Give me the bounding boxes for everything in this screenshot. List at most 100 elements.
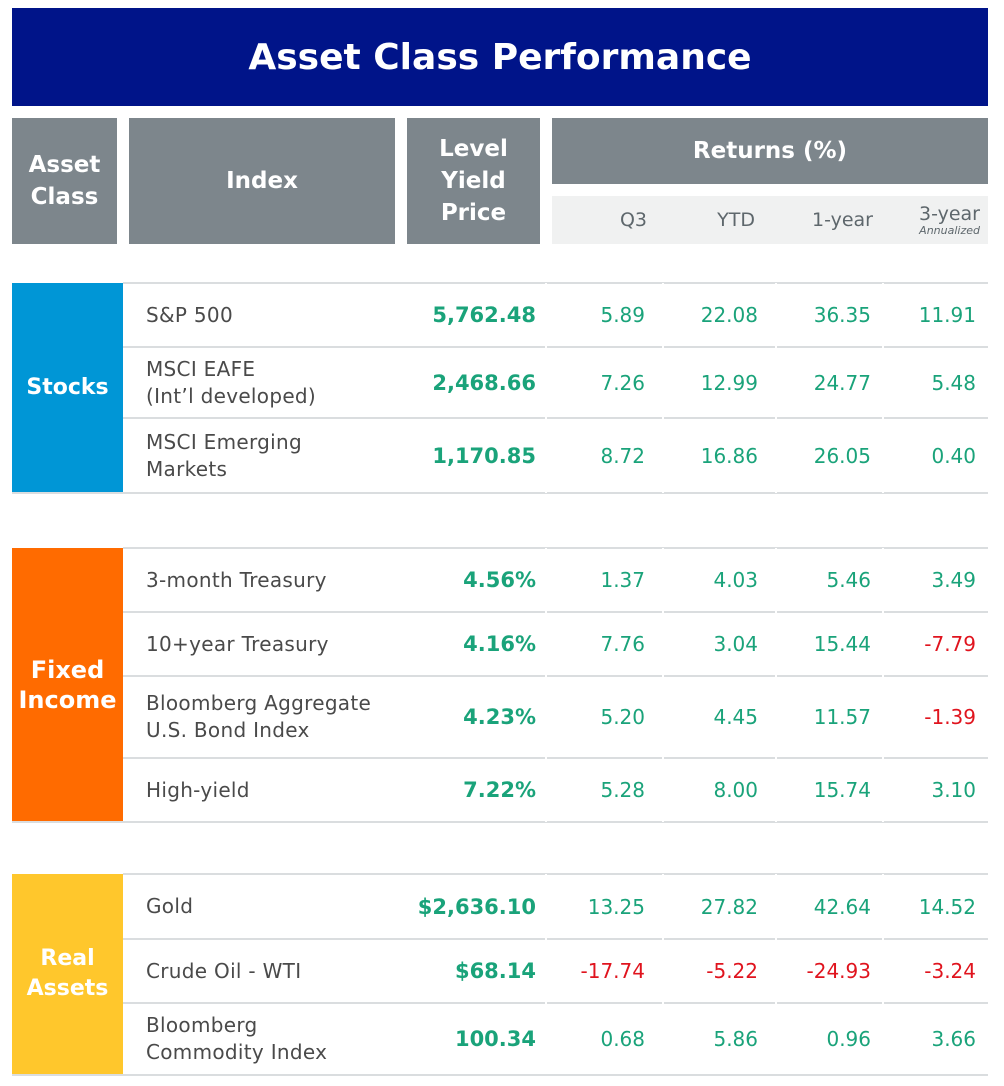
table-row: MSCI EAFE (Int’l developed) 2,468.66 7.26 12… [123,347,988,418]
header-ytd: YTD [717,209,755,231]
row-divider [123,938,988,940]
index-name-line: 10+year Treasury [146,631,329,656]
header-1-year: 1-year [812,209,873,231]
group-fixed-income-label-line: Income [18,686,117,714]
ytd-return: 27.82 [700,894,758,919]
one-year-return: 0.96 [826,1027,871,1051]
three-year-return: 5.48 [931,370,976,395]
ytd-return: 4.03 [713,568,758,592]
ytd-return: 5.86 [713,1027,758,1051]
q3-return: 7.26 [600,370,645,395]
index-name: Crude Oil - WTI [146,939,416,1003]
one-year-return: 15.44 [813,632,871,656]
group-fixed-income-label: Fixed Income [12,548,123,822]
header-3-year-note: Annualized [919,223,980,237]
index-name-line: (Int’l developed) [146,383,317,408]
header-index: Index [129,118,395,244]
group-bottom-divider [12,492,988,494]
three-year-return: 3.66 [931,1027,976,1051]
three-year-return: -1.39 [924,705,976,729]
one-year-return: 36.35 [813,303,871,327]
table-row: MSCI Emerging Markets 1,170.85 8.72 16.86 26.… [123,418,988,493]
row-divider [123,547,988,549]
group-stocks-label: Stocks [12,283,123,493]
index-name: High-yield [146,758,416,822]
group-real-assets-label-line: Real [40,946,95,971]
index-name: Bloomberg Commodity Index [146,1003,416,1075]
level-value: 7.22% [463,778,536,802]
index-name-line: Bloomberg [146,1013,258,1037]
three-year-return: -3.24 [924,959,976,983]
group-bottom-divider [12,821,988,823]
group-fixed-income-label-line: Fixed [30,656,105,684]
index-name-line: Crude Oil - WTI [146,958,302,983]
ytd-return: 22.08 [700,303,758,327]
group-real-assets-label: Real Assets [12,874,123,1074]
column-divider [775,283,777,493]
index-name: Gold [146,874,416,939]
index-name-line: High-yield [146,777,250,802]
index-name-line: Gold [146,894,194,918]
one-year-return: -24.93 [806,959,871,983]
q3-return: -17.74 [580,959,645,983]
group-bottom-divider [12,1074,988,1076]
level-value: 5,762.48 [432,303,536,327]
table-row: Bloomberg Aggregate U.S. Bond Index 4.23% 5… [123,676,988,758]
index-name: Bloomberg Aggregate U.S. Bond Index [146,676,416,758]
header-returns: Returns (%) [552,118,988,184]
column-divider [775,874,777,1074]
index-name-line: MSCI Emerging [146,429,302,454]
index-name-line: S&P 500 [146,302,233,327]
ytd-return: -5.22 [706,959,758,983]
column-divider [662,548,664,822]
group-stocks-label-line: Stocks [26,375,109,400]
index-name: 3-month Treasury [146,548,416,612]
column-divider [545,874,547,1074]
header-level-yield-price: Level Yield Price [407,118,540,244]
row-divider [123,1002,988,1004]
q3-return: 0.68 [600,1027,645,1051]
table-row: S&P 500 5,762.48 5.89 22.08 36.35 11.91 [123,283,988,347]
index-name-line: 3-month Treasury [146,567,327,592]
three-year-return: 0.40 [931,443,976,468]
column-divider [882,283,884,493]
ytd-return: 12.99 [700,370,758,395]
page-title: Asset Class Performance [12,8,988,106]
column-divider [775,548,777,822]
column-divider [662,874,664,1074]
table-row: High-yield 7.22% 5.28 8.00 15.74 3.10 [123,758,988,822]
q3-return: 5.89 [600,303,645,327]
returns-subheader: Q3 YTD 1-year 3-year Annualized [552,196,988,244]
level-value: 100.34 [454,1027,536,1051]
ytd-return: 16.86 [700,443,758,468]
ytd-return: 8.00 [713,778,758,802]
header-asset-class: Asset Class [12,118,117,244]
column-divider [545,283,547,493]
index-name-line: Commodity Index [146,1040,328,1064]
column-divider [882,548,884,822]
index-name-line: MSCI EAFE [146,356,256,381]
three-year-return: 3.10 [931,778,976,802]
q3-return: 5.20 [600,705,645,729]
table-row: Crude Oil - WTI $68.14 -17.74 -5.22 -24.93 -3… [123,939,988,1003]
header-3-year-label: 3-year [919,202,980,225]
ytd-return: 4.45 [713,705,758,729]
row-divider [123,873,988,875]
q3-return: 8.72 [600,443,645,468]
row-divider [123,611,988,613]
one-year-return: 26.05 [813,443,871,468]
q3-return: 5.28 [600,778,645,802]
three-year-return: -7.79 [924,632,976,656]
header-yield: Yield [441,168,506,194]
table-row: 3-month Treasury 4.56% 1.37 4.03 5.46 3.49 [123,548,988,612]
index-name-line: Markets [146,456,228,481]
header-3-year: 3-year Annualized [884,196,980,244]
index-name-line: Bloomberg Aggregate [146,691,372,715]
header-level: Level [439,136,508,162]
level-value: 4.56% [463,568,536,592]
level-value: 4.23% [463,705,536,729]
q3-return: 1.37 [600,568,645,592]
level-value: 2,468.66 [432,370,536,395]
one-year-return: 42.64 [813,894,871,919]
three-year-return: 14.52 [918,894,976,919]
